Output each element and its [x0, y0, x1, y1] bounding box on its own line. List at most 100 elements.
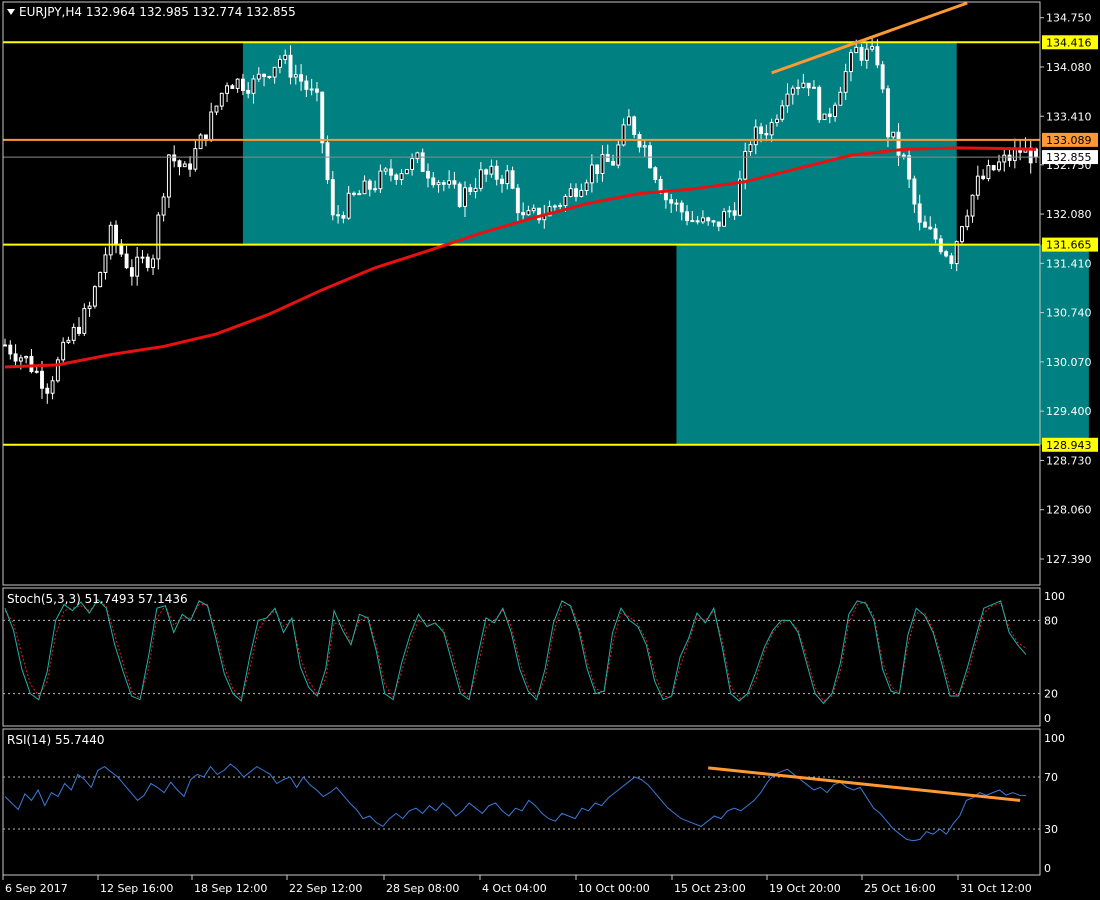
- candle: [700, 210, 705, 225]
- candle: [838, 86, 843, 106]
- zone-rect-1: [242, 42, 957, 245]
- candle-body: [843, 71, 848, 93]
- candle: [283, 49, 288, 65]
- candle-body: [743, 151, 748, 180]
- candle-body: [642, 145, 647, 148]
- dropdown-triangle-icon[interactable]: [7, 9, 15, 15]
- rsi-tick-label: 30: [1044, 823, 1058, 836]
- rsi-title: RSI(14) 55.7440: [7, 733, 105, 747]
- candle: [45, 383, 50, 404]
- candle: [394, 173, 399, 185]
- candle-body: [822, 113, 827, 121]
- candle: [690, 211, 695, 223]
- candle-body: [166, 154, 171, 198]
- candle-body: [415, 152, 420, 160]
- rsi-lines: [4, 763, 1027, 842]
- candle-body: [737, 178, 742, 216]
- candle-body: [1007, 154, 1012, 161]
- time-tick-label: 4 Oct 04:00: [482, 882, 547, 895]
- candle-body: [140, 256, 145, 259]
- candle: [833, 102, 838, 122]
- candle-body: [774, 118, 779, 123]
- candle-body: [579, 189, 584, 197]
- candle-body: [970, 194, 975, 217]
- time-tick-label: 10 Oct 00:00: [578, 882, 650, 895]
- candle-body: [362, 180, 367, 195]
- candle: [806, 82, 811, 96]
- candle: [986, 159, 991, 182]
- zones-layer: [242, 42, 1089, 445]
- candle: [8, 340, 13, 360]
- candle-body: [8, 344, 13, 355]
- candle-body: [515, 187, 520, 214]
- candle: [510, 166, 515, 190]
- candle-body: [103, 254, 108, 273]
- candle: [870, 36, 875, 52]
- candle-body: [336, 214, 341, 217]
- candle: [346, 186, 351, 220]
- candle-body: [711, 220, 716, 223]
- candle-body: [410, 158, 415, 171]
- candle: [801, 73, 806, 89]
- candle-body: [209, 111, 214, 141]
- candle: [225, 82, 230, 103]
- candle: [24, 355, 29, 364]
- candle-body: [225, 85, 230, 94]
- candle-body: [589, 164, 594, 184]
- candle-body: [827, 113, 832, 117]
- candle: [352, 191, 356, 197]
- candle-body: [188, 163, 192, 170]
- candle-body: [277, 58, 282, 68]
- candle-body: [870, 46, 875, 50]
- candle-body: [182, 163, 187, 168]
- candle: [230, 83, 235, 89]
- price-trendline: [771, 1, 968, 75]
- candle-body: [558, 205, 563, 208]
- rsi-trendline: [708, 766, 1021, 802]
- candle-body: [29, 355, 34, 373]
- levels-layer: [3, 41, 1040, 446]
- candle: [981, 169, 986, 181]
- stoch-panel-frame: [2, 587, 1041, 727]
- candle: [82, 303, 87, 337]
- time-tick-label: 6 Sep 2017: [5, 882, 68, 895]
- candle-body: [923, 221, 927, 228]
- time-tick-label: 22 Sep 12:00: [289, 882, 362, 895]
- candle-body: [341, 215, 346, 219]
- candle-body: [156, 214, 161, 260]
- candle: [568, 183, 573, 198]
- price-tick-label: 134.750: [1046, 12, 1092, 25]
- time-tick-label: 25 Oct 16:00: [864, 882, 936, 895]
- price-panel: 134.750134.080133.410132.750132.080131.4…: [2, 1, 1098, 586]
- candle-body: [98, 271, 103, 288]
- candle-body: [288, 54, 293, 78]
- time-tick-label: 31 Oct 12:00: [960, 882, 1032, 895]
- candle: [314, 82, 319, 102]
- candle: [912, 175, 917, 213]
- candle-body: [325, 142, 330, 181]
- candle-body: [172, 154, 177, 162]
- candle-body: [129, 267, 134, 277]
- level-price-tag: [1042, 437, 1098, 452]
- candle-body: [685, 211, 689, 222]
- candle: [40, 360, 44, 399]
- candle-body: [965, 215, 970, 228]
- candle-body: [611, 161, 615, 166]
- candle-body: [975, 175, 980, 196]
- candle: [341, 211, 346, 224]
- candle-body: [34, 370, 39, 373]
- candle-body: [177, 160, 182, 168]
- candle-body: [293, 74, 298, 78]
- candle-body: [880, 64, 885, 90]
- candle: [1002, 147, 1007, 172]
- candle-body: [431, 177, 436, 186]
- candle: [626, 109, 631, 126]
- time-tick-label: 15 Oct 23:00: [674, 882, 746, 895]
- candle-body: [849, 52, 853, 73]
- candle-body: [484, 169, 489, 175]
- candle-body: [817, 86, 822, 121]
- candle-body: [92, 286, 97, 307]
- candle: [933, 223, 938, 244]
- candle: [827, 107, 832, 124]
